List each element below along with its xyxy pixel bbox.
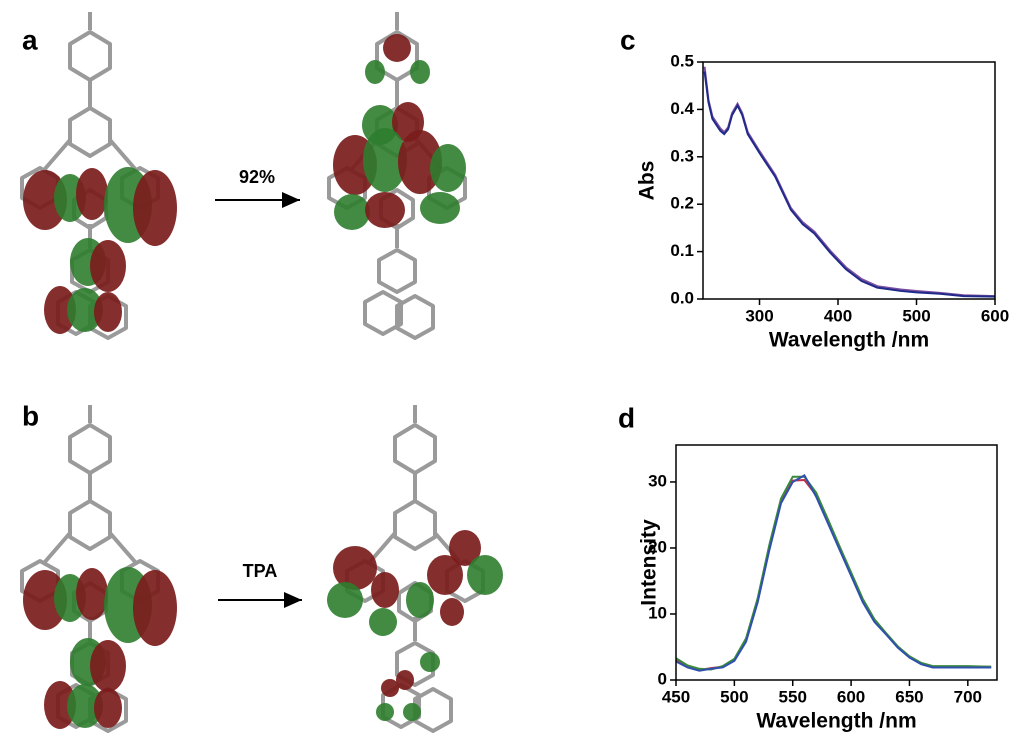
y-axis-label: Intensity bbox=[638, 519, 661, 606]
x-axis-label: Wavelength /nm bbox=[769, 329, 929, 352]
molecule-lumo bbox=[327, 10, 467, 340]
molecule-homo bbox=[20, 10, 177, 340]
x-tick-label: 650 bbox=[895, 687, 923, 706]
y-tick-label: 30 bbox=[648, 471, 667, 490]
y-tick-label: 0.3 bbox=[670, 146, 694, 165]
x-tick-label: 450 bbox=[662, 687, 690, 706]
data-line bbox=[675, 478, 992, 672]
y-tick-label: 0.5 bbox=[670, 51, 694, 70]
x-tick-label: 600 bbox=[981, 306, 1009, 325]
arrow-label: 92% bbox=[239, 167, 275, 187]
panel-label: b bbox=[22, 400, 39, 431]
x-tick-label: 500 bbox=[720, 687, 748, 706]
plot-frame bbox=[702, 61, 996, 300]
y-tick-label: 20 bbox=[648, 537, 667, 556]
panel-b: b TPA bbox=[20, 400, 503, 733]
y-tick-label: 0.2 bbox=[670, 194, 694, 213]
x-tick-label: 400 bbox=[824, 306, 852, 325]
x-tick-label: 700 bbox=[954, 687, 982, 706]
panel-a: a 92% bbox=[20, 10, 467, 340]
y-axis-label: Abs bbox=[636, 161, 659, 201]
y-tick-label: 0 bbox=[658, 669, 667, 688]
x-tick-label: 550 bbox=[779, 687, 807, 706]
plot-frame bbox=[675, 444, 998, 681]
x-tick-label: 300 bbox=[745, 306, 773, 325]
x-tick-label: 500 bbox=[902, 306, 930, 325]
data-line bbox=[703, 71, 996, 298]
y-tick-label: 0.1 bbox=[670, 241, 694, 260]
data-line bbox=[703, 66, 996, 298]
panel-label: c bbox=[620, 24, 636, 55]
x-tick-label: 600 bbox=[837, 687, 865, 706]
y-tick-label: 0.4 bbox=[670, 99, 694, 118]
panel-label: d bbox=[618, 402, 635, 433]
data-line bbox=[675, 474, 992, 672]
arrow-label: TPA bbox=[243, 561, 278, 581]
panel-label: a bbox=[22, 24, 38, 55]
data-line bbox=[675, 475, 992, 671]
y-tick-label: 10 bbox=[648, 603, 667, 622]
molecule-orbital bbox=[327, 403, 503, 733]
x-axis-label: Wavelength /nm bbox=[756, 710, 916, 733]
molecule-homo bbox=[20, 403, 177, 733]
y-tick-label: 0.0 bbox=[670, 288, 694, 307]
